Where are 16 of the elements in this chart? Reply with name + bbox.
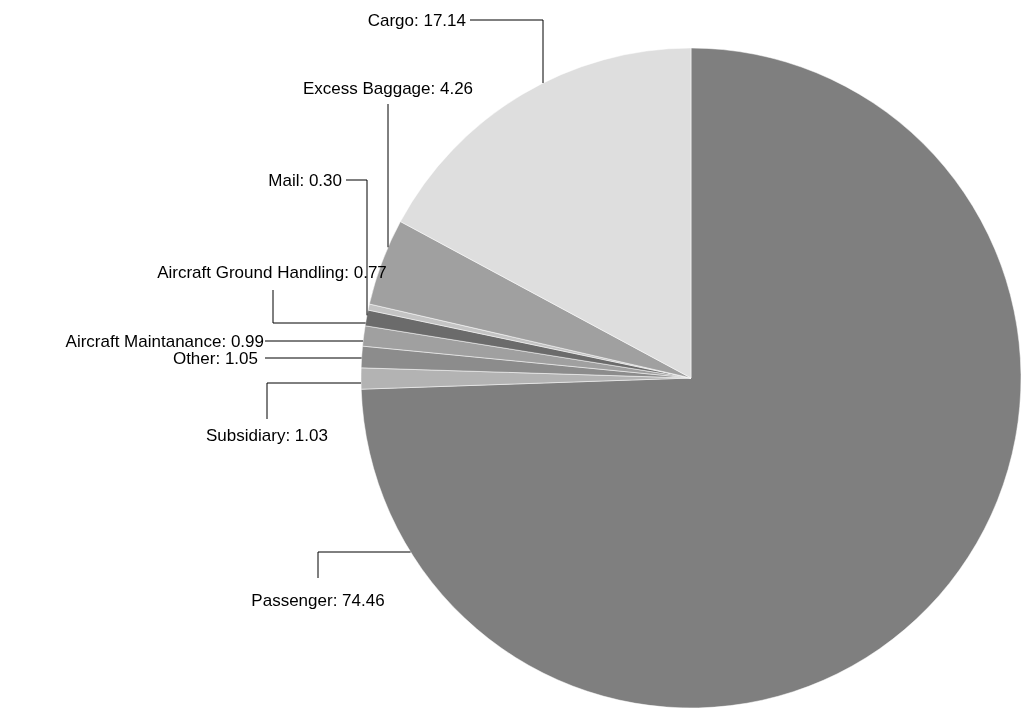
slice-label: Mail (268, 171, 300, 190)
data-label: : 1.05 (215, 349, 258, 368)
data-label: : 4.26 (430, 79, 474, 98)
slice-label: Aircraft Ground Handling (157, 263, 345, 282)
data-label: : 0.30 (299, 171, 342, 190)
slice-label: Excess Baggage (302, 79, 431, 98)
slice-label: Other (172, 349, 216, 368)
data-label: : 1.03 (285, 426, 328, 445)
slice-label: Passenger (251, 591, 333, 610)
data-label: : 0.99 (221, 332, 264, 351)
slice-label: Subsidiary (206, 426, 286, 445)
slice-label: Cargo (367, 11, 414, 30)
data-label: : 0.77 (344, 263, 387, 282)
slice-label: Aircraft Maintanance (65, 332, 222, 351)
data-label: : 17.14 (414, 11, 466, 30)
data-label: : 74.46 (332, 591, 385, 610)
